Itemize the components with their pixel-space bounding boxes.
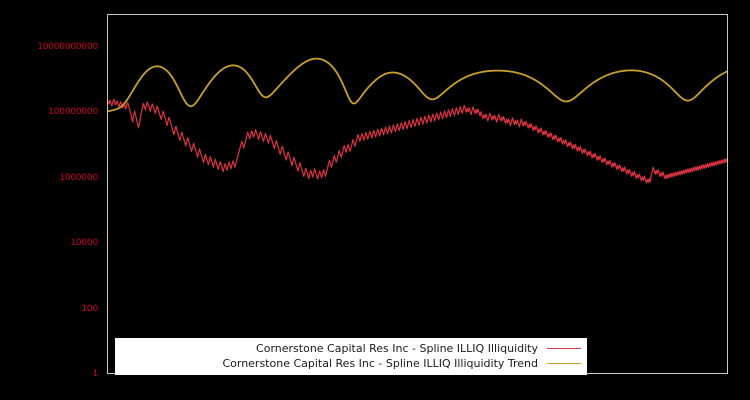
legend-entry[interactable]: Cornerstone Capital Res Inc - Spline ILL…: [121, 356, 581, 371]
plot-area: [107, 14, 728, 374]
plot-svg: [108, 15, 727, 373]
y-axis-tick-label: 100: [81, 303, 98, 314]
series-line-illiquidity: [108, 99, 727, 183]
series-line-trend: [108, 59, 727, 112]
legend: Cornerstone Capital Res Inc - Spline ILL…: [115, 338, 587, 375]
legend-entry-label: Cornerstone Capital Res Inc - Spline ILL…: [256, 342, 538, 355]
legend-color-swatch: [547, 363, 581, 364]
y-axis-tick-label: 100000000: [48, 107, 98, 118]
y-axis: 1 100 10000 1000000 100000000 10000000000: [0, 0, 107, 400]
legend-entry-label: Cornerstone Capital Res Inc - Spline ILL…: [222, 357, 538, 370]
y-axis-tick-label: 1000000: [59, 172, 98, 183]
y-axis-tick-label: 10000000000: [37, 41, 98, 52]
y-axis-tick-label: 10000: [70, 238, 98, 249]
y-axis-tick-label: 1: [92, 369, 98, 379]
legend-entry[interactable]: Cornerstone Capital Res Inc - Spline ILL…: [121, 341, 581, 356]
legend-color-swatch: [547, 348, 581, 349]
